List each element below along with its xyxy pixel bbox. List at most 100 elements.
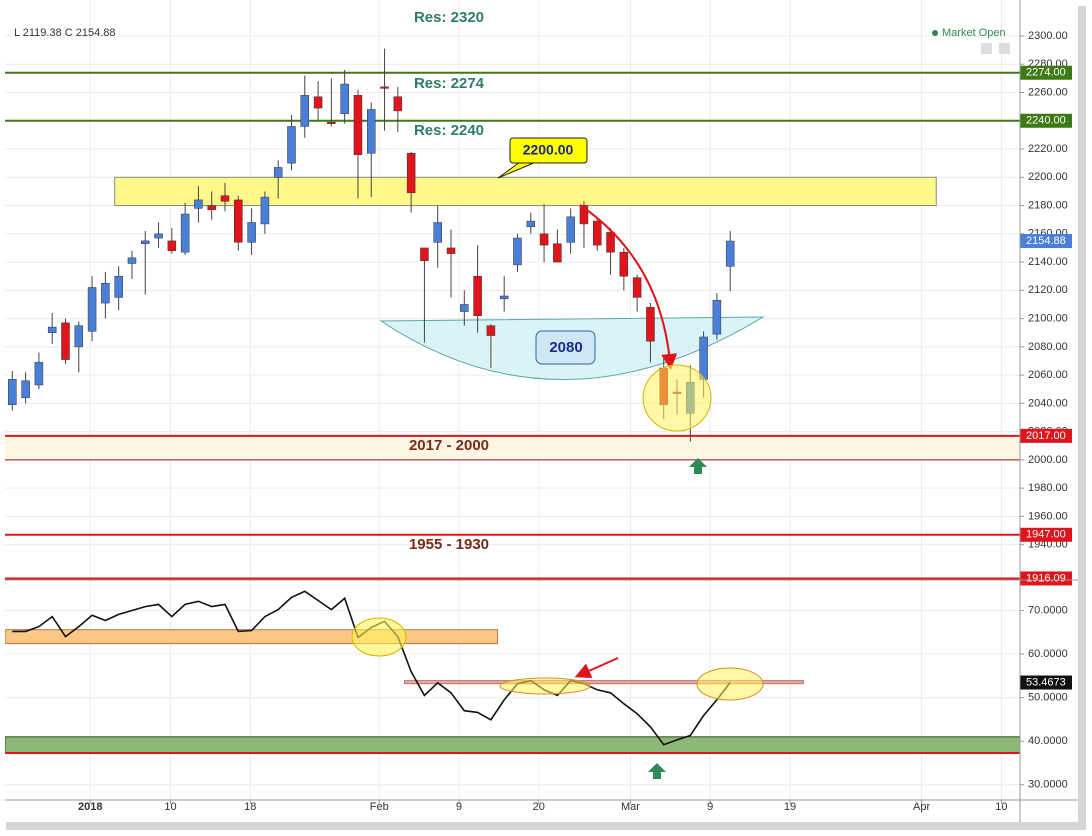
x-tick-label: 2018 (78, 801, 102, 813)
candle-body (101, 283, 110, 304)
candle-body (699, 336, 708, 380)
x-tick-label: Mar (621, 801, 640, 813)
x-tick-label: 19 (784, 801, 796, 813)
y-tick-label: 2120.00 (1028, 284, 1068, 296)
candle-body (380, 86, 389, 89)
y-tick-label: 2060.00 (1028, 369, 1068, 381)
annotation: Res: 2274 (414, 75, 485, 92)
candle-body (592, 220, 602, 246)
candle-body (632, 277, 642, 298)
up-arrow (648, 763, 666, 779)
candle-body (220, 195, 230, 202)
candle-body (420, 247, 429, 261)
y-tick-label: 2180.00 (1028, 199, 1068, 211)
ohlc-header: L 2119.38 C 2154.88 (14, 27, 116, 39)
level-label-box (1020, 65, 1072, 80)
y-tick-label: 2140.00 (1028, 256, 1068, 268)
candle-body (340, 83, 349, 114)
candle-body (34, 362, 44, 386)
level-label-box (1020, 527, 1072, 542)
candle-body (21, 380, 30, 398)
candle-body (273, 167, 283, 178)
x-tick-label: 10 (995, 801, 1007, 813)
last-value-label: 53.4673 (1026, 676, 1066, 688)
candle-body (513, 237, 522, 266)
y-tick-label: 2080.00 (1028, 341, 1068, 353)
candle-body (114, 275, 123, 298)
price-zone (5, 435, 1020, 460)
last-value-box (1020, 675, 1072, 690)
candle-body (539, 233, 549, 246)
candle-body (74, 325, 84, 348)
candle-body (61, 322, 70, 360)
y-tick-label: 40.0000 (1028, 735, 1068, 747)
y-tick-label: 2200.00 (1028, 171, 1068, 183)
toolbar-icon[interactable] (981, 43, 992, 54)
candle-body (526, 220, 536, 228)
y-tick-label: 60.0000 (1028, 648, 1068, 660)
candle-body (207, 205, 216, 211)
x-tick-label: 10 (164, 801, 176, 813)
candle-body (287, 126, 296, 164)
toolbar-icon[interactable] (999, 43, 1010, 54)
y-tick-label: 2260.00 (1028, 86, 1068, 98)
annotation: Res: 2320 (414, 9, 484, 26)
candle-body (247, 222, 256, 243)
annotation: Res: 2240 (414, 122, 484, 139)
last-price-label: 2154.88 (1026, 235, 1066, 247)
candle-body (8, 379, 17, 406)
candle-body (460, 304, 469, 312)
label-box (535, 330, 596, 365)
level-label: 1916.09 (1026, 572, 1066, 584)
y-tick-label: 70.0000 (1028, 604, 1068, 616)
candle-body (486, 325, 496, 336)
candle-body (127, 257, 137, 264)
y-tick-label: 1960.00 (1028, 510, 1068, 522)
candle-body (234, 199, 243, 243)
y-tick-label: 2040.00 (1028, 397, 1068, 409)
x-tick-label: 18 (244, 801, 256, 813)
rsi-highlight (696, 667, 764, 701)
price-under (5, 71, 1020, 580)
rsi-highlight (499, 677, 591, 695)
x-tick-label: Feb (370, 801, 389, 813)
candle-body (499, 295, 509, 300)
candle-body (406, 153, 416, 194)
candle-body (619, 251, 629, 277)
rsi-band (5, 736, 1020, 754)
rsi-band (403, 680, 804, 685)
candle-body (553, 243, 562, 263)
x-tick-label: 20 (533, 801, 545, 813)
candle-body (194, 199, 203, 209)
rsi-band (5, 629, 499, 645)
zone-label: 2017 - 2000 (409, 437, 489, 454)
candle-body (167, 240, 177, 252)
level-label: 2274.00 (1026, 67, 1066, 79)
candle-body (87, 287, 97, 332)
x-tick-label: 9 (707, 801, 713, 813)
labels: 2018 10 18 Feb 9 20 Mar 9 19 Apr 101940.001960.001… (78, 9, 1072, 813)
up-arrow (689, 458, 707, 474)
candle-body (353, 95, 363, 155)
y-tick-label: 50.0000 (1028, 692, 1068, 704)
candle-body (313, 96, 323, 109)
x-tick-label: 9 (456, 801, 462, 813)
level-label-box (1020, 113, 1072, 128)
annotation: 1955 - 1930 (409, 536, 489, 553)
y-tick-label: 2000.00 (1028, 454, 1068, 466)
candle-body (327, 121, 336, 124)
price-zone (114, 176, 937, 207)
y-tick-label: 2100.00 (1028, 313, 1068, 325)
highlight-circle (642, 364, 712, 432)
y-tick-label: 30.0000 (1028, 779, 1068, 791)
candle-body (566, 216, 575, 243)
y-tick-label: 2300.00 (1028, 30, 1068, 42)
candle-body (180, 213, 190, 253)
y-tick-label: 2220.00 (1028, 143, 1068, 155)
candle-body (606, 232, 615, 253)
candle-body (300, 95, 310, 127)
candle-body (154, 233, 163, 239)
level-label-box (1020, 571, 1072, 586)
market-status: Market Open (942, 27, 1006, 39)
rsi-highlight (351, 617, 407, 657)
